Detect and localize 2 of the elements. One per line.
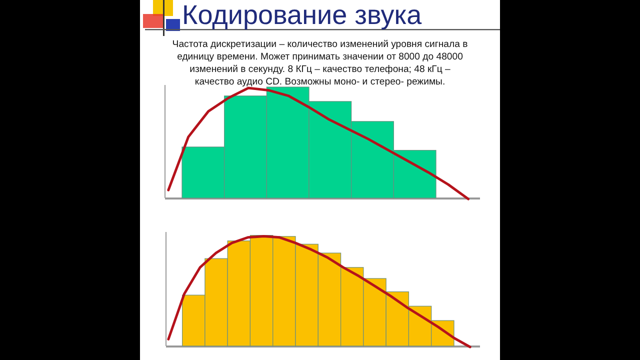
chart-title: Кодирование звука [182,0,423,30]
chart-subtitle: Частота дискретизации – количество изменений уровня сигнала в единицу времени. Может принимать значении от 8000 до 48000 изменений в секунду. 8 КГц – качество телефона; 48 кГц – качество аудио CD. Возможны моно- и стерео- режимы. [172,39,468,88]
